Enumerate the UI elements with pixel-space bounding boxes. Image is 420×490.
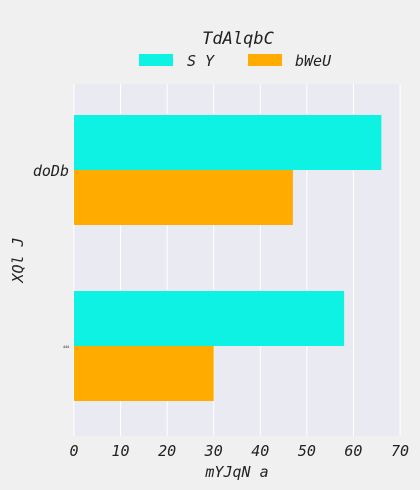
- x-tick-label: 60: [344, 442, 362, 460]
- bar-1-1: [74, 115, 382, 170]
- x-tick-label: 40: [251, 442, 269, 460]
- x-tick-label: 0: [69, 442, 78, 460]
- bar-2-1: [74, 170, 293, 225]
- legend: TdAlqbC S Y bWeU: [139, 29, 332, 70]
- x-axis-label: mYJqN a: [204, 463, 268, 481]
- x-tick-labels: 0 10 20 30 40 50 60 70: [69, 442, 409, 460]
- bar-2-2: [74, 346, 214, 401]
- bar-1-2: [74, 291, 345, 346]
- y-tick-labels: doDb ᴧᴧᴧ: [33, 162, 70, 350]
- x-tick-label: 30: [204, 442, 223, 460]
- legend-title: TdAlqbC: [202, 29, 274, 49]
- x-tick-label: 70: [391, 442, 409, 460]
- bars: [74, 115, 382, 401]
- y-tick-label: doDb: [33, 162, 69, 180]
- legend-label-series-1: S Y: [187, 52, 215, 70]
- y-axis-label: XQl J: [9, 237, 27, 283]
- legend-swatch-series-2: [248, 54, 282, 66]
- legend-swatch-series-1: [139, 54, 173, 66]
- x-tick-label: 20: [158, 442, 176, 460]
- x-tick-label: 10: [112, 442, 130, 460]
- y-tick-label: ᴧᴧᴧ: [62, 344, 70, 350]
- legend-label-series-2: bWeU: [295, 52, 332, 70]
- x-tick-label: 50: [298, 442, 316, 460]
